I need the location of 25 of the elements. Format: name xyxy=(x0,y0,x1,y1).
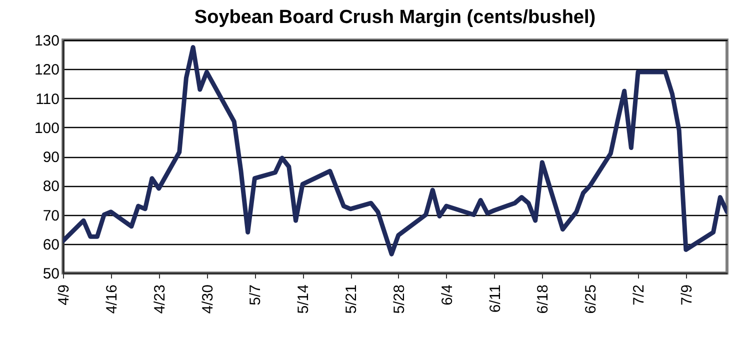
x-tick-label: 4/9 xyxy=(56,284,72,306)
x-tick-label: 5/7 xyxy=(247,284,264,306)
y-tick-label: 130 xyxy=(34,32,60,50)
x-tick-label: 4/23 xyxy=(151,284,168,314)
y-tick-label: 90 xyxy=(42,149,60,166)
x-tick-label: 5/14 xyxy=(295,284,312,314)
chart-title: Soybean Board Crush Margin (cents/bushel) xyxy=(194,7,596,28)
x-tick-label: 6/18 xyxy=(534,284,552,314)
y-tick-label: 120 xyxy=(34,62,60,79)
x-tick-label: 7/9 xyxy=(678,284,696,306)
x-tick-label: 6/25 xyxy=(582,284,600,314)
x-tick-label: 4/30 xyxy=(199,284,216,314)
y-tick-label: 50 xyxy=(42,266,60,282)
y-tick-label: 60 xyxy=(42,236,60,254)
y-tick-label: 80 xyxy=(42,178,60,196)
x-tick-label: 5/21 xyxy=(343,284,360,314)
line-series xyxy=(63,45,727,256)
x-tick-label: 5/28 xyxy=(390,284,408,314)
x-tick-label: 4/16 xyxy=(103,284,120,314)
y-tick-label: 70 xyxy=(42,207,60,224)
y-tick-label: 110 xyxy=(36,90,60,108)
x-tick-label: 7/2 xyxy=(630,284,648,306)
y-tick-label: 100 xyxy=(34,120,60,137)
x-tick-label: 6/4 xyxy=(438,284,456,306)
x-tick-label: 6/11 xyxy=(486,284,504,313)
